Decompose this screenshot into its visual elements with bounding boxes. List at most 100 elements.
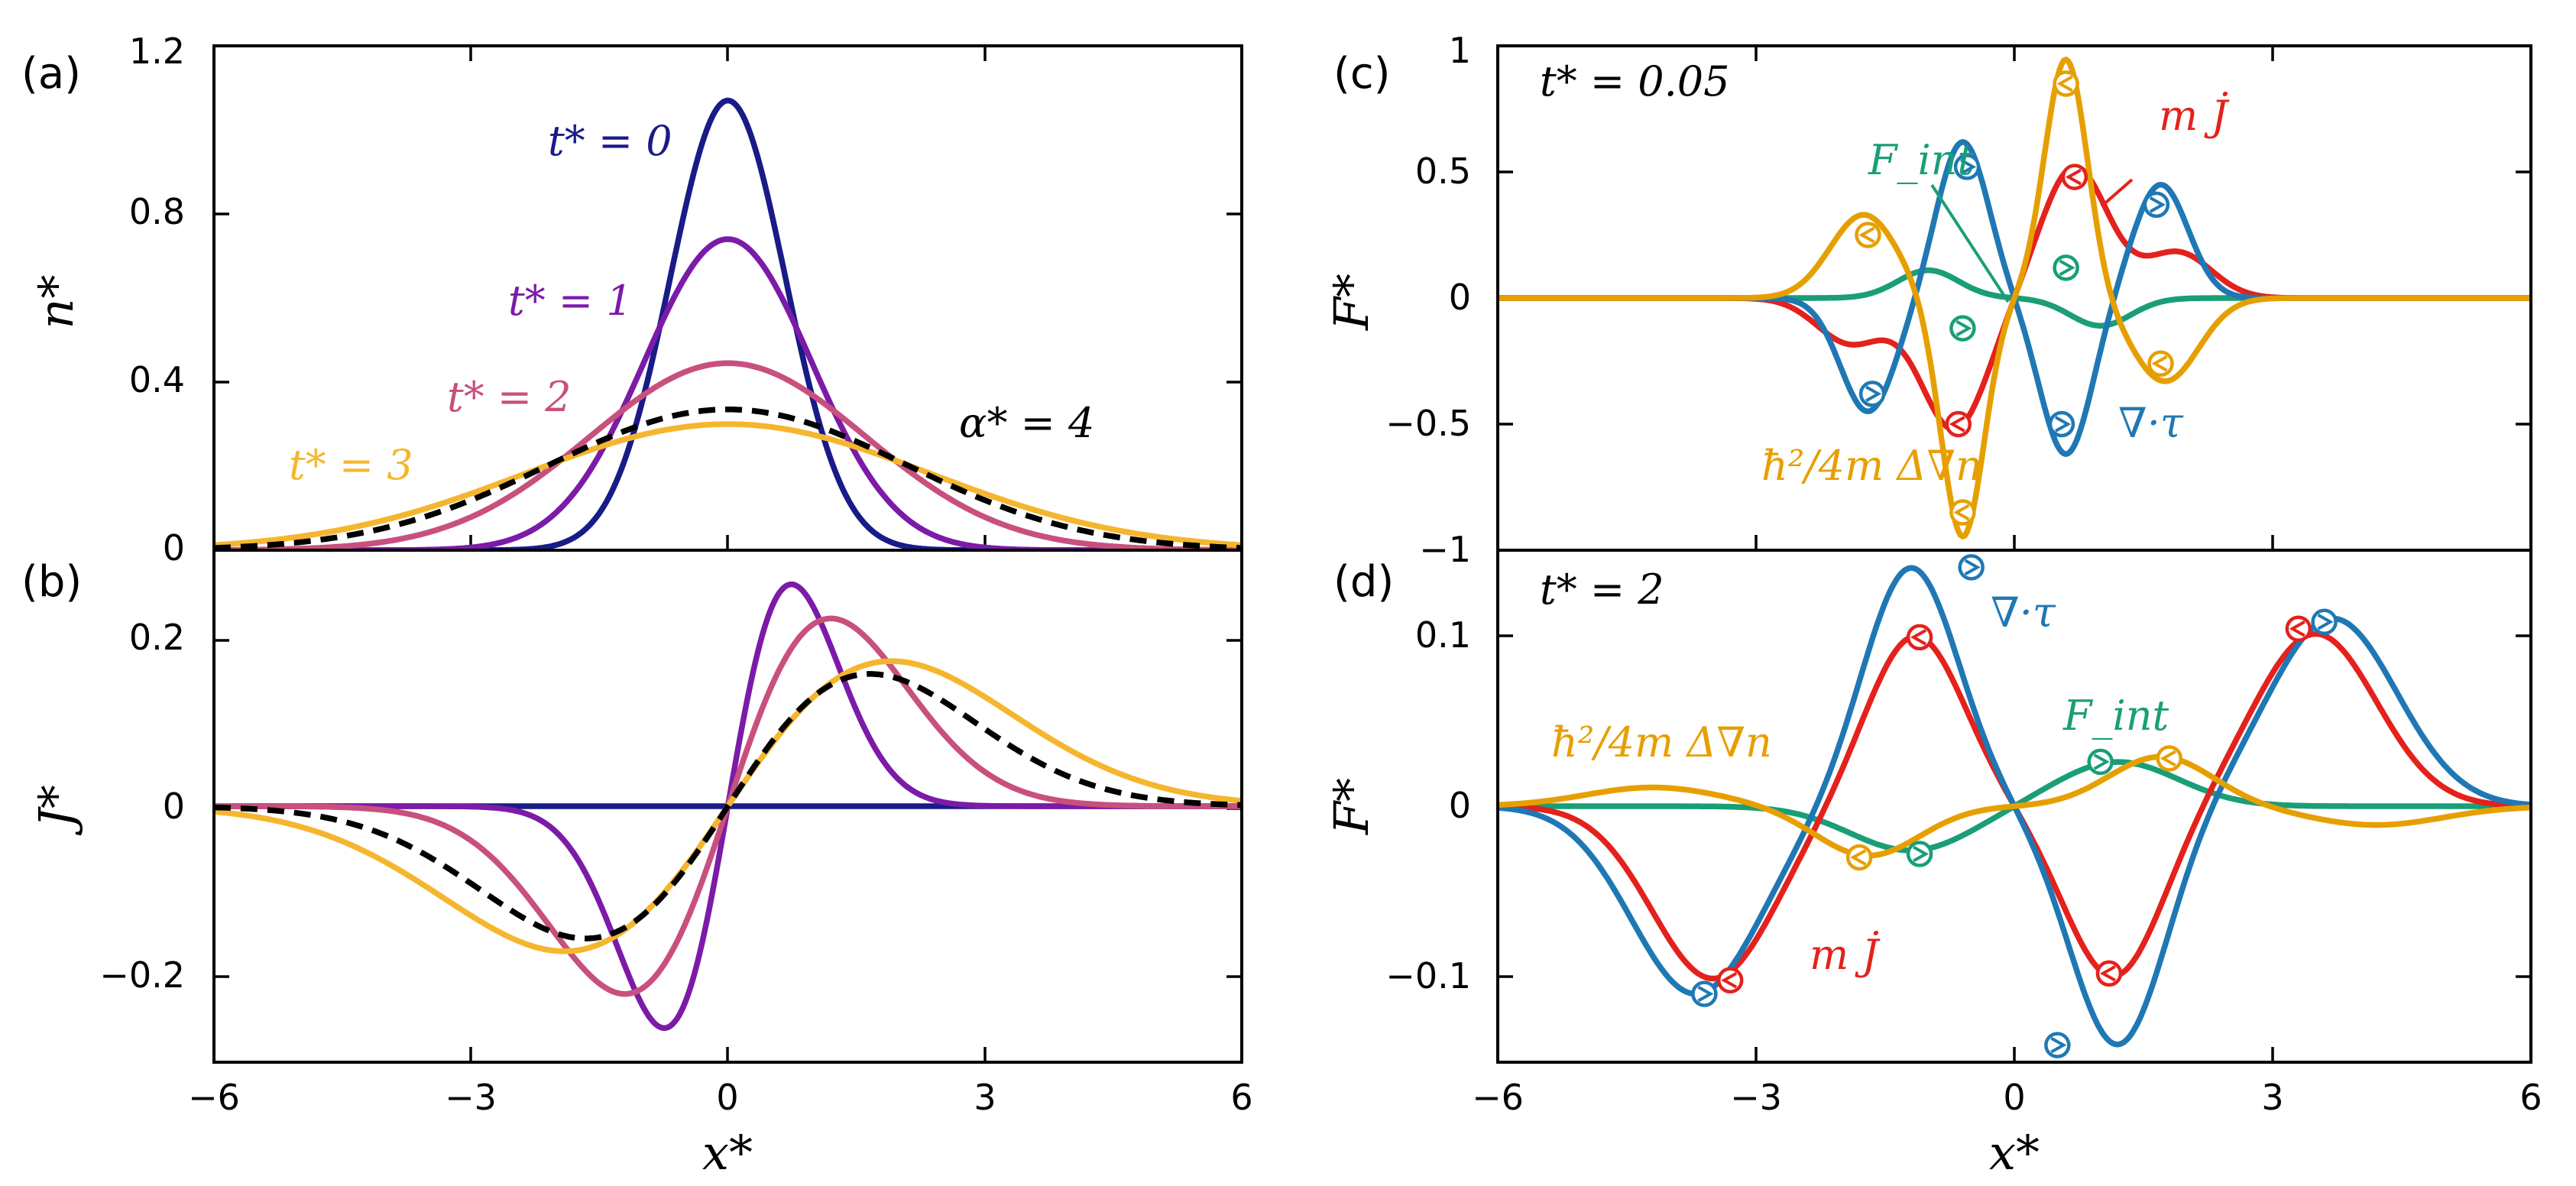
series-marker-4m-n: [2156, 745, 2183, 772]
panel-a-yticks: 0 0.4 0.8 1.2: [129, 31, 185, 569]
panel-d-time-annotation: t* = 2: [1540, 565, 1664, 614]
series-marker-4m-n: [2147, 350, 2174, 378]
series-marker-series: [2311, 608, 2338, 636]
panel-b-ylabel: J*: [28, 785, 84, 836]
series-marker-m-j: [1906, 624, 1933, 651]
series-label-t2: t* = 2: [447, 373, 572, 421]
series-line-t-3-1: [214, 421, 1242, 549]
panel-d-curves: [1498, 554, 2531, 1058]
series-label-divtau-d: ∇·τ: [1991, 588, 2056, 637]
panel-a-tickmarks: [214, 46, 1242, 550]
panel-c-tickmarks: [1498, 46, 2531, 550]
series-label-t1: t* = 1: [508, 277, 633, 325]
panel-d-xlabel: x*: [1989, 1125, 2040, 1181]
panel-a-label: (a): [21, 49, 81, 99]
series-marker-4m-n: [1949, 499, 1976, 526]
series-marker-series: [1858, 381, 1886, 407]
panel-d-xticks: −6 −3 0 3 6: [1472, 1077, 2542, 1118]
panel-b-xticks: −6 −3 0 3 6: [188, 1077, 1253, 1118]
panel-b-ytick-label: −0.2: [99, 954, 185, 996]
panel-a-ytick-label: 0.4: [129, 359, 185, 400]
panel-d-xtick-label: −3: [1730, 1077, 1782, 1118]
series-label-lapgrad-d: ħ²/4m Δ∇n: [1551, 718, 1772, 766]
series-marker-m-j: [2095, 960, 2123, 987]
panel-c-ytick-label: 1: [1449, 30, 1471, 71]
panel-d-ytick-label: 0.1: [1415, 614, 1471, 656]
panel-d: (d) F* −0.1 0 0.1 −6 −3 0 3 6 x* t* = 2: [1324, 549, 2542, 1181]
series-label-t0: t* = 0: [548, 117, 672, 165]
series-marker-m-j: [1716, 967, 1744, 994]
series-label-mj-d: m J̇: [1810, 930, 1881, 979]
panel-a: (a) n* 0 0.4 0.8 1.2 t* = 0 t* = 1 t* = …: [21, 31, 1243, 569]
panel-a-ytick-label: 0.8: [129, 191, 185, 232]
panel-b-xtick-label: −6: [188, 1077, 240, 1118]
panel-d-ytick-label: 0: [1449, 785, 1471, 826]
series-marker-f-int: [1906, 841, 1933, 867]
series-line-t-1-1: [214, 236, 1242, 550]
panel-d-frame: [1496, 549, 2532, 1064]
series-marker-m-j: [2061, 164, 2088, 190]
series-label-fint-d: F_int: [2062, 692, 2169, 740]
alpha-annotation: α* = 4: [959, 399, 1094, 447]
series-marker-4m-n: [1855, 222, 1881, 248]
panel-c-ytick-label: 0.5: [1415, 151, 1471, 192]
panel-d-label: (d): [1333, 557, 1394, 607]
series-marker-4m-n: [1845, 844, 1873, 871]
series-line-reference-1: [214, 407, 1242, 550]
panel-d-xtick-label: 6: [2519, 1077, 2542, 1118]
panel-a-ylabel: n*: [28, 275, 84, 329]
series-marker-series: [2143, 191, 2170, 219]
panel-c-ytick-label: −0.5: [1385, 403, 1471, 444]
series-line-t-2-1: [214, 360, 1242, 550]
series-line-4m-n-3: [1498, 57, 2531, 540]
panel-c-ytick-label: 0: [1449, 277, 1471, 318]
series-label-lapgrad-c: ħ²/4m Δ∇n: [1761, 442, 1982, 490]
series-label-mj-c: m J̇: [2159, 91, 2230, 140]
fint-pointer-line: [1930, 183, 2010, 303]
panel-b-xtick-label: 0: [716, 1077, 738, 1118]
panel-c-ytick-label: −1: [1419, 529, 1471, 570]
series-marker-f-int: [2087, 748, 2114, 776]
panel-c-ylabel: F*: [1324, 274, 1379, 331]
panel-b-curves: [214, 581, 1242, 1032]
panel-c-curves: [1498, 57, 2531, 540]
series-label-fint-c: F_int: [1868, 136, 1975, 184]
series-marker-m-j: [2285, 615, 2312, 642]
series-line-4m-n-4: [1498, 753, 2531, 859]
panel-d-ylabel: F*: [1324, 778, 1379, 835]
panel-a-ytick-label: 0: [163, 527, 185, 569]
series-label-divtau-c: ∇·τ: [2118, 399, 2184, 447]
series-marker-series: [1691, 980, 1718, 1007]
panel-d-xtick-label: 0: [2003, 1077, 2025, 1118]
series-marker-m-j: [1945, 410, 1972, 438]
panel-b: (b) J* −0.2 0 0.2 −6 −3 0 3 6 x*: [21, 549, 1253, 1181]
series-marker-f-int: [1949, 315, 1976, 342]
series-marker-f-int: [2053, 254, 2079, 281]
series-marker-series: [2044, 1032, 2071, 1058]
panel-c-time-annotation: t* = 0.05: [1540, 57, 1730, 105]
series-marker-4m-n: [2053, 70, 2079, 97]
panel-b-yticks: −0.2 0 0.2: [99, 617, 185, 996]
panel-b-xtick-label: −3: [445, 1077, 497, 1118]
series-line-t-0-1: [214, 97, 1242, 550]
panel-b-frame: [212, 549, 1243, 1064]
panel-b-xlabel: x*: [702, 1125, 753, 1181]
series-marker-series: [1953, 154, 1981, 180]
mj-pointer-line: [2100, 178, 2134, 208]
panel-b-xtick-label: 6: [1230, 1077, 1252, 1118]
series-marker-series: [1958, 554, 1985, 581]
panel-d-yticks: −0.1 0 0.1: [1385, 614, 1471, 996]
panel-d-xtick-label: 3: [2261, 1077, 2283, 1118]
panel-c: (c) F* −1 −0.5 0 0.5 1 t* = 0.05 F_int: [1324, 30, 2532, 570]
panel-d-xtick-label: −6: [1472, 1077, 1524, 1118]
panel-b-label: (b): [21, 557, 82, 607]
series-marker-series: [2048, 410, 2075, 438]
series-line-reference-2: [214, 671, 1242, 941]
panel-b-xtick-label: 3: [974, 1077, 996, 1118]
panel-c-label: (c): [1333, 49, 1390, 99]
panel-a-ytick-label: 1.2: [129, 31, 185, 72]
panel-d-ytick-label: −0.1: [1385, 955, 1471, 996]
panel-c-yticks: −1 −0.5 0 0.5 1: [1385, 30, 1471, 570]
series-label-t3: t* = 3: [289, 441, 413, 489]
